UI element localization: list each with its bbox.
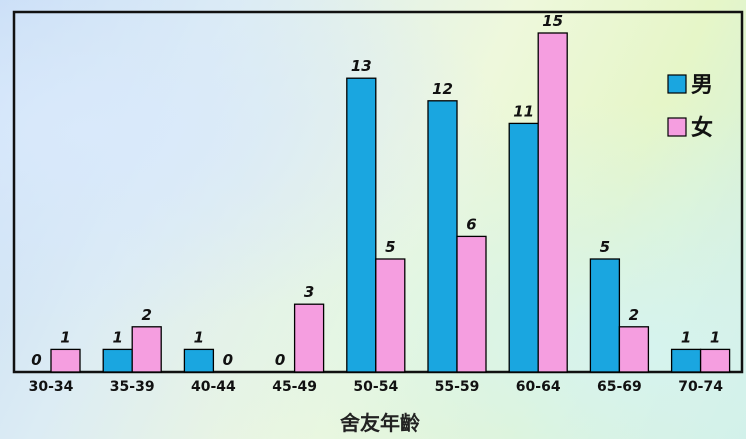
bar-female-45-49 (293, 303, 325, 373)
x-tick-labels-layer: 30-34 35-39 40-44 45-49 50-54 55-59 60-64 65-69… (29, 379, 724, 395)
bars-layer (50, 32, 731, 373)
value-label-male-65-69: 5 (600, 238, 610, 256)
legend-label-female: 女 (691, 115, 713, 141)
value-label-male-70-74: 1 (681, 328, 691, 346)
value-label-male-40-44: 1 (194, 328, 204, 346)
bar-male-35-39 (102, 348, 133, 373)
bar-male-60-64 (508, 122, 539, 373)
x-tick-label: 35-39 (110, 379, 155, 395)
x-tick-label: 40-44 (191, 379, 236, 395)
value-label-female-30-34: 1 (60, 328, 70, 346)
x-tick-label: 70-74 (678, 379, 723, 395)
value-label-female-50-54: 5 (385, 238, 395, 256)
value-label-female-55-59: 6 (466, 215, 476, 233)
bar-female-55-59 (456, 235, 487, 373)
bar-female-35-39 (131, 326, 162, 373)
value-label-male-30-34: 0 (31, 351, 41, 369)
legend-label-male: 男 (691, 73, 713, 98)
x-tick-label: 30-34 (29, 379, 74, 395)
value-label-female-35-39: 2 (141, 306, 151, 324)
x-tick-label: 55-59 (435, 379, 480, 395)
value-label-female-40-44: 0 (223, 351, 233, 369)
value-label-male-35-39: 1 (112, 328, 122, 346)
legend-swatch-male (667, 74, 687, 94)
value-label-female-65-69: 2 (629, 306, 639, 324)
bar-female-30-34 (50, 348, 81, 373)
legend: 男女 (667, 73, 713, 141)
value-label-male-50-54: 13 (351, 57, 372, 75)
value-label-male-55-59: 12 (432, 80, 453, 98)
bar-male-50-54 (346, 77, 377, 373)
x-tick-label: 50-54 (353, 379, 398, 395)
value-label-male-60-64: 11 (513, 102, 534, 120)
value-label-male-45-49: 0 (275, 351, 285, 369)
bar-male-55-59 (427, 100, 458, 373)
bar-female-70-74 (699, 348, 731, 373)
x-axis-label: 舍友年齡 (340, 411, 420, 435)
x-tick-label: 60-64 (516, 379, 561, 395)
x-tick-label: 45-49 (272, 379, 317, 395)
value-label-female-70-74: 1 (710, 328, 720, 346)
bar-female-60-64 (537, 32, 568, 373)
bar-female-65-69 (618, 326, 650, 373)
value-label-female-45-49: 3 (304, 283, 314, 301)
bar-male-40-44 (183, 348, 215, 373)
bar-female-50-54 (375, 258, 406, 373)
value-label-female-60-64: 15 (542, 12, 563, 30)
bar-male-65-69 (589, 258, 621, 373)
legend-swatch-female (667, 117, 687, 137)
x-tick-label: 65-69 (597, 379, 642, 395)
bar-male-70-74 (670, 348, 702, 373)
